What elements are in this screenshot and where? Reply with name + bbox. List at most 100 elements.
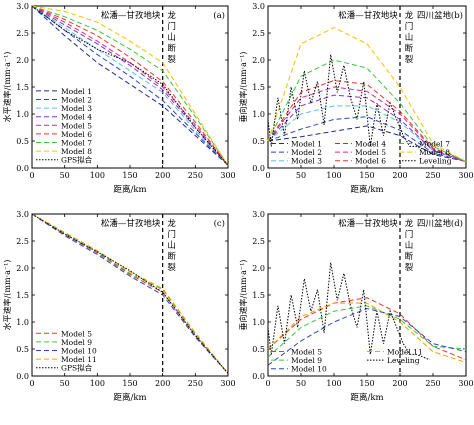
x-tick-label: 250 [188, 379, 203, 388]
fault-label-char: 裂 [167, 262, 176, 273]
x-tick-label: 100 [326, 171, 341, 180]
legend-label: Model 8 [419, 148, 450, 157]
series-line [31, 5, 229, 166]
fault-label-char: 龙 [405, 10, 414, 21]
fault-label-char: 山 [405, 240, 414, 251]
y-tick-label: 2.5 [16, 29, 29, 38]
series-line [267, 86, 467, 162]
fault-label-char: 断 [405, 251, 414, 262]
legend-label: Leveling [387, 356, 420, 365]
series-line [267, 27, 467, 162]
x-tick-label: 0 [265, 171, 270, 180]
legend-label: Model 2 [61, 96, 92, 105]
legend-label: Model 9 [291, 356, 322, 365]
series-line [31, 5, 229, 166]
series-line [267, 105, 467, 162]
series-line [31, 213, 229, 374]
x-tick-label: 200 [392, 379, 407, 388]
fault-label-char: 门 [405, 229, 414, 240]
y-tick-label: 0.0 [16, 372, 29, 381]
legend-label: Model 10 [291, 365, 327, 374]
x-tick-label: 300 [458, 379, 473, 388]
legend-label: Model 2 [291, 148, 322, 157]
legend-label: Model 7 [61, 139, 92, 148]
panel-label: (b) [451, 10, 463, 21]
y-tick-label: 0.0 [252, 372, 265, 381]
series-line [31, 5, 229, 166]
panel-1: 0 50 100 150 200 250 300 0.0 0.5 1.0 1.5 2.0 2.5 3.0 距… [2, 2, 236, 195]
legend-label: Model 7 [419, 140, 450, 149]
x-axis-label: 距离/km [350, 392, 383, 403]
fault-label-char: 龙 [405, 218, 414, 229]
y-tick-label: 1.5 [252, 83, 265, 92]
x-axis-label: 距离/km [113, 392, 146, 403]
series-line [267, 116, 467, 162]
legend-label: GPS拟合 [61, 155, 93, 165]
y-tick-label: 1.0 [16, 318, 29, 327]
fault-label-char: 裂 [405, 54, 414, 65]
series-line [267, 59, 467, 162]
y-tick-label: 0.5 [16, 137, 29, 146]
series-line [31, 5, 229, 166]
legend-label: Model 11 [387, 348, 423, 357]
x-tick-label: 50 [60, 171, 70, 180]
x-tick-label: 50 [296, 171, 306, 180]
y-axis-label: 水平速率/(mm·a⁻¹) [2, 260, 12, 331]
series-line [267, 79, 467, 162]
region-label-left: 松潘—甘孜地块 [338, 10, 398, 21]
fault-label-char: 门 [167, 21, 176, 32]
series-line [31, 213, 229, 374]
x-axis-label: 距离/km [113, 184, 146, 195]
y-tick-label: 2.0 [252, 264, 265, 273]
panel-3: 0 50 100 150 200 250 300 0.0 0.5 1.0 1.5 2.0 2.5 3.0 距… [2, 210, 236, 403]
series-line [267, 94, 467, 162]
legend-label: GPS拟合 [61, 363, 93, 373]
legend-label: Model 6 [61, 130, 92, 139]
legend-label: Model 1 [291, 140, 322, 149]
y-tick-label: 1.5 [252, 291, 265, 300]
x-tick-label: 150 [122, 171, 137, 180]
legend-label: Model 6 [355, 157, 386, 166]
x-tick-label: 0 [29, 379, 34, 388]
panel-4: 0 50 100 150 200 250 300 0.0 0.5 1.0 1.5 2.0 2.5 3.0 距… [238, 210, 474, 403]
legend-label: Model 4 [355, 140, 386, 149]
series-line [267, 125, 467, 162]
fault-label-char: 裂 [167, 54, 176, 65]
series-line [267, 307, 467, 366]
x-tick-label: 200 [392, 171, 407, 180]
y-tick-label: 2.5 [16, 237, 29, 246]
y-tick-label: 1.5 [16, 83, 29, 92]
x-tick-label: 100 [90, 171, 105, 180]
x-tick-label: 50 [60, 379, 70, 388]
y-tick-label: 1.0 [16, 110, 29, 119]
fault-label-char: 裂 [405, 262, 414, 273]
legend-label: Model 11 [61, 355, 97, 364]
legend-label: Model 8 [61, 147, 92, 156]
region-label-left: 松潘—甘孜地块 [338, 218, 398, 229]
y-tick-label: 1.0 [252, 110, 265, 119]
y-tick-label: 0.5 [252, 137, 265, 146]
series-line [267, 302, 467, 363]
series-line [267, 297, 467, 361]
fault-label-char: 断 [405, 43, 414, 54]
legend-label: Model 3 [61, 104, 92, 113]
series-line [31, 5, 229, 166]
x-tick-label: 0 [265, 379, 270, 388]
y-axis-label: 垂向速率/(mm·a⁻¹) [238, 52, 248, 123]
region-label-left: 松潘—甘孜地块 [101, 10, 161, 21]
region-label-left: 松潘—甘孜地块 [101, 218, 161, 229]
x-tick-label: 300 [458, 171, 473, 180]
legend-label: Model 9 [61, 338, 92, 347]
series-line [267, 262, 430, 361]
fault-label-char: 山 [167, 240, 176, 251]
legend-label: Model 5 [61, 121, 92, 130]
y-tick-label: 2.5 [252, 29, 265, 38]
legend-label: Model 3 [291, 157, 322, 166]
x-tick-label: 100 [326, 379, 341, 388]
fault-label-char: 门 [405, 21, 414, 32]
